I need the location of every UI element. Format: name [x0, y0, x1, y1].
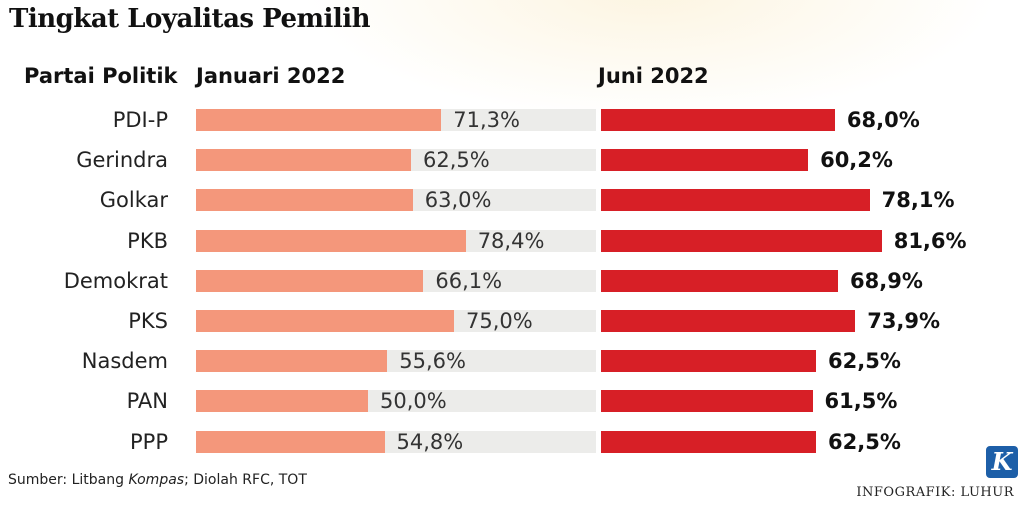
kompas-logo: K	[986, 446, 1018, 478]
value-january-gerindra: 62,5%	[423, 148, 490, 173]
bar-january-ppp	[196, 430, 385, 453]
bar-june-gerindra	[601, 149, 809, 172]
value-june-gerindra: 60,2%	[820, 148, 893, 173]
value-january-nasdem: 55,6%	[399, 349, 466, 374]
bar-june-pks	[601, 310, 856, 332]
value-june-pkb: 81,6%	[893, 228, 967, 253]
value-june-ppp: 62,5%	[828, 429, 901, 454]
party-label-nasdem: Nasdem	[81, 349, 168, 374]
party-label-demokrat: Demokrat	[63, 268, 168, 293]
party-label-gerindra: Gerindra	[76, 148, 168, 173]
bar-january-pkb	[196, 229, 466, 252]
background-glow	[300, 0, 1000, 120]
bar-june-demokrat	[601, 269, 839, 292]
value-june-pan: 61,5%	[824, 389, 898, 414]
party-label-ppp: PPP	[130, 429, 168, 454]
bar-january-pdi-p	[196, 109, 442, 131]
value-january-golkar: 63,0%	[424, 188, 492, 213]
header-january: Januari 2022	[196, 64, 346, 88]
party-label-pan: PAN	[126, 389, 168, 414]
value-june-demokrat: 68,9%	[850, 268, 923, 293]
party-label-golkar: Golkar	[99, 188, 168, 213]
value-january-pks: 75,0%	[466, 309, 533, 333]
value-june-pks: 73,9%	[867, 309, 941, 333]
party-label-pks: PKS	[128, 309, 168, 333]
bar-january-gerindra	[196, 149, 411, 172]
bar-june-ppp	[601, 430, 816, 453]
bar-january-nasdem	[196, 350, 388, 373]
value-january-pkb: 78,4%	[477, 228, 545, 253]
value-june-nasdem: 62,5%	[828, 349, 901, 374]
party-label-pdi-p: PDI-P	[112, 108, 168, 132]
bar-june-pkb	[601, 229, 882, 252]
bar-june-nasdem	[601, 350, 816, 373]
chart-title: Tingkat Loyalitas Pemilih	[9, 4, 371, 34]
value-january-demokrat: 66,1%	[435, 268, 503, 293]
value-june-golkar: 78,1%	[881, 188, 955, 213]
bar-january-demokrat	[196, 269, 424, 292]
value-january-pan: 50,0%	[380, 389, 447, 414]
party-label-pkb: PKB	[127, 228, 168, 253]
bar-january-pks	[196, 310, 454, 332]
bar-january-pan	[196, 390, 368, 413]
header-party: Partai Politik	[24, 64, 178, 88]
value-june-pdi-p: 68,0%	[846, 108, 920, 132]
source-note: Sumber: Litbang Kompas; Diolah RFC, TOT	[8, 472, 307, 488]
value-january-ppp: 54,8%	[396, 429, 464, 454]
bar-june-pdi-p	[601, 109, 835, 131]
bar-june-pan	[601, 390, 813, 413]
infographic-credit: INFOGRAFIK: LUHUR	[856, 485, 1014, 500]
header-june: Juni 2022	[598, 64, 709, 88]
bar-january-golkar	[196, 189, 413, 212]
value-january-pdi-p: 71,3%	[453, 108, 520, 132]
bar-june-golkar	[601, 189, 870, 212]
